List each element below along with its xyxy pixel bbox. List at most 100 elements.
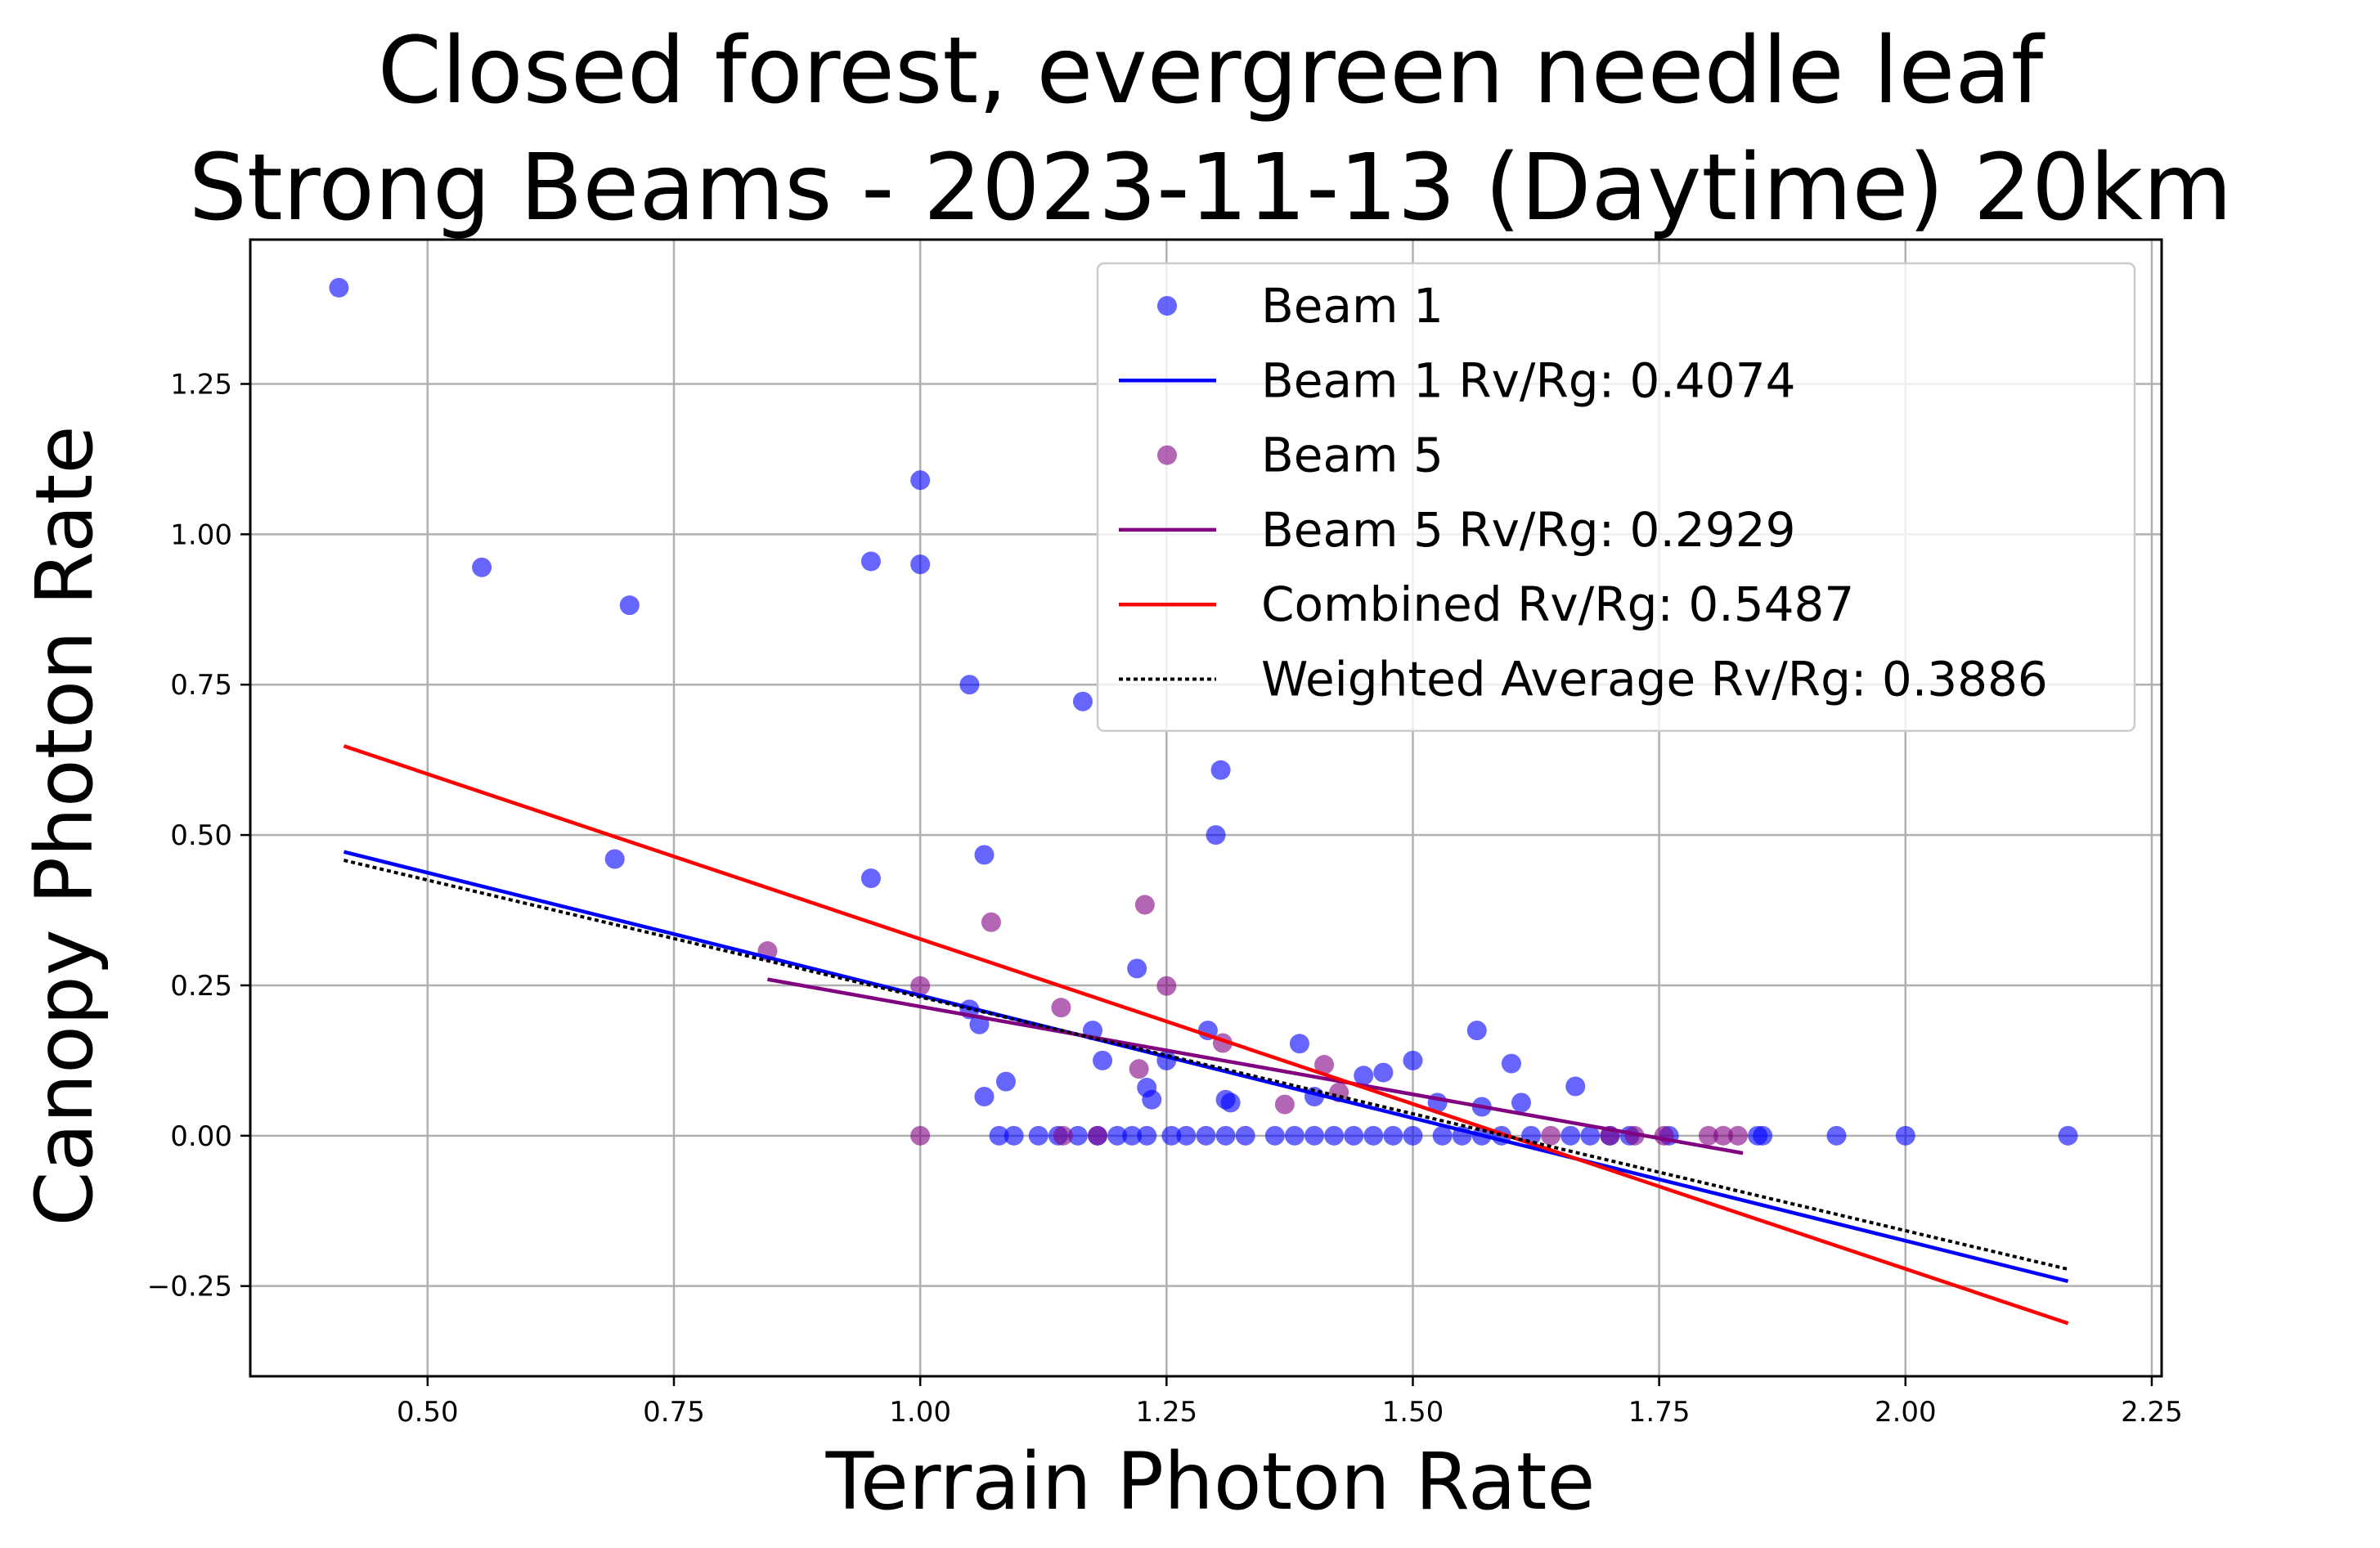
scatter-point: [1072, 691, 1093, 711]
y-axis-label: Canopy Photon Rate: [19, 425, 110, 1226]
scatter-point: [1264, 1125, 1285, 1146]
x-tick-label: 0.50: [397, 1396, 459, 1429]
scatter-point: [1826, 1125, 1847, 1146]
x-tick-label: 1.75: [1628, 1396, 1691, 1429]
scatter-point: [989, 1125, 1009, 1146]
scatter-point: [1235, 1125, 1255, 1146]
scatter-point: [1324, 1125, 1345, 1146]
scatter-point: [2058, 1125, 2078, 1146]
legend-entry: Beam 1: [1261, 278, 1444, 334]
scatter-point: [1134, 895, 1155, 915]
y-tick-label: 0.75: [170, 669, 232, 702]
scatter-point: [1284, 1125, 1305, 1146]
series-line: [343, 744, 2069, 1326]
legend-entry: Beam 5 Rv/Rg: 0.2929: [1261, 502, 1796, 558]
scatter-point: [1466, 1021, 1487, 1041]
x-tick-label: 2.25: [2121, 1396, 2183, 1429]
x-tick-label: 2.00: [1875, 1396, 1937, 1429]
scatter-point: [860, 868, 881, 889]
scatter-point: [910, 554, 931, 575]
scatter-point: [1314, 1055, 1335, 1075]
scatter-point: [1654, 1125, 1674, 1146]
scatter-point: [1087, 1125, 1107, 1146]
scatter-point: [1363, 1125, 1384, 1146]
legend-entry: Beam 5: [1261, 428, 1444, 483]
scatter-point: [860, 551, 881, 572]
scatter-point: [1895, 1125, 1915, 1146]
legend: Beam 1 Beam 1 Rv/Rg: 0.4074 Beam 5 Beam 5 R…: [1096, 262, 2136, 733]
scatter-point: [910, 470, 931, 491]
y-tick-label: 1.00: [170, 518, 232, 551]
scatter-point: [995, 1071, 1016, 1092]
x-axis-label: Terrain Photon Rate: [825, 1436, 1596, 1528]
scatter-point: [1127, 958, 1147, 979]
scatter-point: [1373, 1062, 1394, 1083]
legend-box: [1096, 262, 2136, 733]
scatter-point: [974, 1087, 995, 1107]
scatter-point: [1107, 1125, 1128, 1146]
scatter-point: [1210, 760, 1231, 780]
series-line: [343, 850, 2069, 1283]
scatter-point: [1511, 1093, 1531, 1113]
scatter-point: [1206, 825, 1226, 846]
scatter-point: [1728, 1125, 1749, 1146]
chart-title-line-2: Strong Beams - 2023-11-13 (Daytime) 20km: [189, 135, 2232, 241]
y-tick-label: 1.25: [170, 369, 232, 402]
scatter-point: [1215, 1125, 1236, 1146]
scatter-point: [1137, 1125, 1157, 1146]
y-tick-label: 0.00: [170, 1120, 232, 1153]
scatter-point: [1289, 1034, 1309, 1054]
x-tick-label: 1.25: [1135, 1396, 1197, 1429]
scatter-point: [1053, 1125, 1073, 1146]
scatter-point: [1565, 1076, 1586, 1097]
scatter-point: [1624, 1125, 1645, 1146]
scatter-point: [1560, 1125, 1581, 1146]
plot-marks: [329, 277, 2078, 1326]
scatter-point: [959, 675, 980, 695]
scatter-point: [1156, 976, 1177, 996]
scatter-point: [1220, 1093, 1241, 1113]
scatter-point: [1403, 1125, 1423, 1146]
scatter-point: [329, 277, 349, 298]
scatter-point: [619, 595, 640, 616]
axis-ticks: 0.50 0.75 1.00 1.25 1.50 1.75 2.00 2.25 −0.25 0.0…: [147, 369, 2183, 1429]
series-line: [343, 859, 2069, 1272]
scatter-point: [1122, 1125, 1143, 1146]
legend-marker: [1157, 296, 1177, 316]
series-line: [767, 977, 1744, 1155]
scatter-point: [1501, 1053, 1521, 1074]
scatter-point: [910, 1125, 931, 1146]
scatter-point: [1580, 1125, 1601, 1146]
scatter-point: [1274, 1094, 1295, 1115]
scatter-point: [1129, 1059, 1149, 1079]
y-tick-label: −0.25: [147, 1271, 232, 1303]
scatter-point: [1004, 1125, 1024, 1146]
y-tick-label: 0.50: [170, 819, 232, 852]
scatter-point: [1383, 1125, 1403, 1146]
scatter-point: [1196, 1125, 1216, 1146]
scatter-point: [604, 849, 625, 869]
plot-frame: [249, 238, 2163, 1378]
scatter-point: [1067, 1125, 1088, 1146]
scatter-point: [1344, 1125, 1364, 1146]
scatter-point: [1028, 1125, 1049, 1146]
legend-entry: Combined Rv/Rg: 0.5487: [1261, 577, 1854, 632]
scatter-point: [1161, 1125, 1182, 1146]
x-tick-label: 1.50: [1382, 1396, 1444, 1429]
scatter-point: [1753, 1125, 1773, 1146]
scatter-point: [1713, 1125, 1733, 1146]
scatter-point: [1142, 1089, 1162, 1110]
x-tick-label: 0.75: [643, 1396, 705, 1429]
legend-entry: Beam 1 Rv/Rg: 0.4074: [1261, 352, 1796, 408]
legend-marker: [1157, 445, 1177, 465]
scatter-point: [1051, 998, 1071, 1018]
scatter-point: [910, 976, 931, 996]
scatter-point: [1093, 1050, 1113, 1070]
scatter-point: [981, 912, 1001, 932]
chart-title-line-1: Closed forest, evergreen needle leaf: [378, 18, 2045, 124]
scatter-point: [472, 557, 492, 577]
scatter-point: [1403, 1050, 1423, 1070]
scatter-point: [1432, 1125, 1453, 1146]
x-tick-label: 1.00: [889, 1396, 951, 1429]
